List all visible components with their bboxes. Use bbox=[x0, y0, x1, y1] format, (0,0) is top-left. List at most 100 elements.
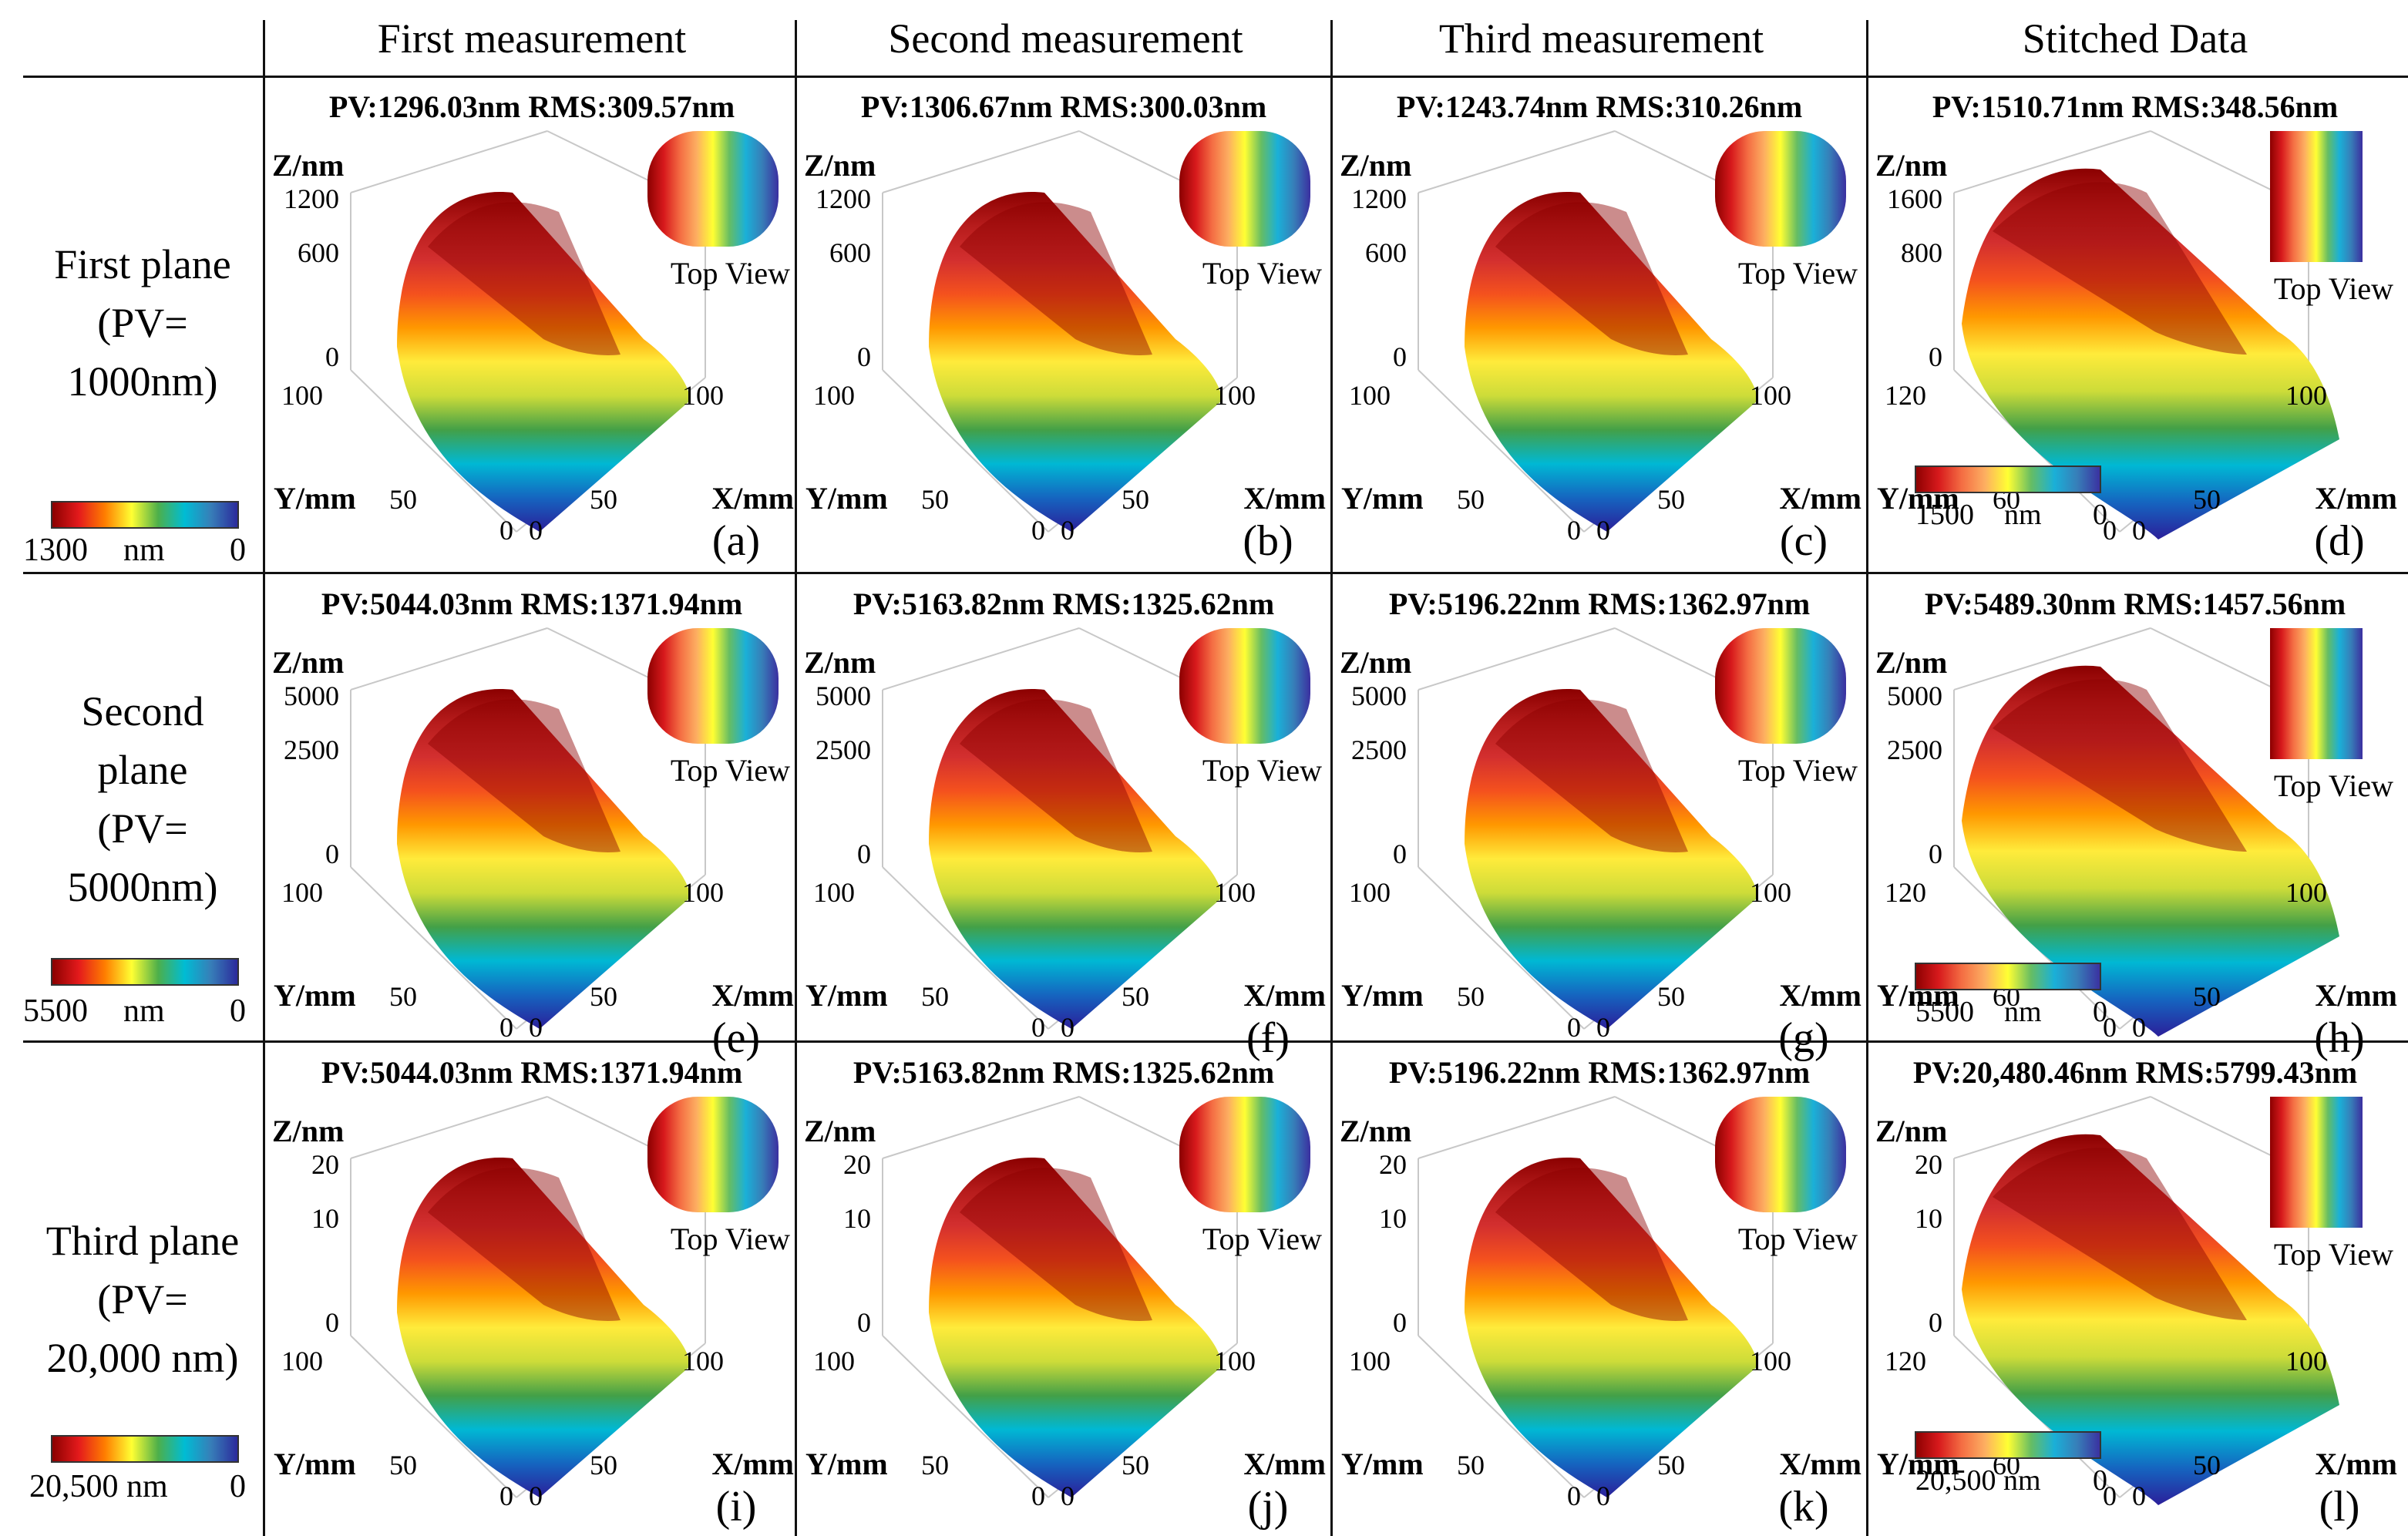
x-tick-label: 50 bbox=[590, 1450, 617, 1481]
x-axis-label: X/mm bbox=[1243, 978, 1326, 1013]
y-tick-label: 0 bbox=[1031, 515, 1045, 546]
x-tick-label: 100 bbox=[1750, 877, 1791, 908]
z-tick-label: 20 bbox=[1379, 1149, 1407, 1180]
stitched-colorbar-unit: nm bbox=[2004, 996, 2042, 1028]
panel-letter: (j) bbox=[1248, 1483, 1289, 1531]
panel-title: PV:1306.67nm RMS:300.03nm bbox=[861, 89, 1266, 124]
z-tick-label: 800 bbox=[1901, 237, 1942, 268]
surface-mesh bbox=[929, 689, 1222, 1029]
panel-title: PV:5163.82nm RMS:1325.62nm bbox=[853, 587, 1274, 621]
x-tick-label: 100 bbox=[682, 1346, 724, 1376]
x-axis-label: X/mm bbox=[1779, 1447, 1861, 1481]
surface-mesh bbox=[1962, 1134, 2339, 1505]
y-axis-label: Y/mm bbox=[1341, 481, 1424, 516]
panel-letter: (g) bbox=[1778, 1014, 1828, 1062]
y-tick-label: 120 bbox=[1885, 380, 1926, 411]
x-axis-label: X/mm bbox=[711, 978, 794, 1013]
z-tick-label: 20 bbox=[311, 1149, 339, 1180]
panel-title: PV:5163.82nm RMS:1325.62nm bbox=[853, 1055, 1274, 1090]
surface-ridge bbox=[1993, 679, 2247, 852]
top-view-label: Top View bbox=[2274, 271, 2393, 306]
z-tick-label: 0 bbox=[325, 1307, 339, 1338]
top-view-label: Top View bbox=[1738, 753, 1858, 788]
y-tick-label: 50 bbox=[921, 981, 949, 1012]
z-tick-label: 0 bbox=[857, 839, 871, 869]
z-tick-label: 0 bbox=[1393, 839, 1407, 869]
z-tick-label: 5000 bbox=[284, 681, 339, 711]
x-tick-label: 50 bbox=[590, 484, 617, 515]
y-tick-label: 100 bbox=[281, 877, 323, 908]
surface-panel: PV:1306.67nm RMS:300.03nm Z/nm 1200 600 0 Y/m… bbox=[798, 77, 1330, 570]
z-axis-label: Z/nm bbox=[272, 645, 344, 680]
x-axis-label: X/mm bbox=[711, 481, 794, 516]
x-axis-label: X/mm bbox=[1243, 481, 1326, 516]
surface-mesh bbox=[397, 192, 690, 532]
panel-title: PV:1243.74nm RMS:310.26nm bbox=[1397, 89, 1802, 124]
z-tick-label: 10 bbox=[843, 1203, 871, 1234]
x-axis-label: X/mm bbox=[2315, 978, 2397, 1013]
top-view-label: Top View bbox=[671, 753, 790, 788]
x-tick-label: 0 bbox=[1061, 1012, 1075, 1043]
y-axis-label: Y/mm bbox=[805, 481, 888, 516]
z-tick-label: 5000 bbox=[1887, 681, 1942, 711]
x-axis-label: X/mm bbox=[2315, 1447, 2397, 1481]
surface-panel: PV:5163.82nm RMS:1325.62nm Z/nm 20 10 0 Y/mm 1… bbox=[798, 1043, 1330, 1536]
row-label-second-plane: Second plane (PV= 5000nm) bbox=[67, 688, 218, 910]
z-tick-label: 1200 bbox=[1351, 183, 1407, 214]
y-axis-label: Y/mm bbox=[274, 978, 356, 1013]
top-view-label: Top View bbox=[671, 1222, 790, 1256]
z-tick-label: 1600 bbox=[1887, 183, 1942, 214]
stitched-colorbar-max: 1500 bbox=[1915, 499, 1974, 531]
surface-panel: PV:5196.22nm RMS:1362.97nm Z/nm 5000 2500 0 Y… bbox=[1333, 574, 1865, 1067]
surface-ridge bbox=[960, 699, 1152, 852]
surface-mesh bbox=[1962, 168, 2339, 539]
stitched-colorbar bbox=[1915, 466, 2101, 493]
x-tick-label: 100 bbox=[682, 380, 724, 411]
x-tick-label: 0 bbox=[1596, 515, 1610, 546]
surface-ridge bbox=[428, 202, 620, 355]
z-axis-label: Z/nm bbox=[1875, 148, 1947, 183]
z-tick-label: 0 bbox=[325, 341, 339, 372]
y-tick-label: 50 bbox=[1457, 981, 1485, 1012]
z-axis-label: Z/nm bbox=[804, 645, 876, 680]
top-view-label: Top View bbox=[1202, 256, 1322, 291]
top-view-inset bbox=[1715, 1097, 1846, 1212]
panel-title: PV:1510.71nm RMS:348.56nm bbox=[1932, 89, 2338, 124]
top-view-inset bbox=[647, 1097, 779, 1212]
surface-ridge bbox=[1495, 202, 1688, 355]
x-tick-label: 100 bbox=[1750, 380, 1791, 411]
z-tick-label: 5000 bbox=[816, 681, 871, 711]
top-view-inset bbox=[1715, 628, 1846, 744]
surface-mesh bbox=[1465, 192, 1757, 532]
z-axis-label: Z/nm bbox=[272, 148, 344, 183]
surface-ridge bbox=[1993, 1148, 2247, 1320]
top-view-label: Top View bbox=[671, 256, 790, 291]
x-tick-label: 50 bbox=[1122, 484, 1149, 515]
surface-ridge bbox=[1495, 1168, 1688, 1321]
z-axis-label: Z/nm bbox=[1875, 645, 1947, 680]
colorbar-row2 bbox=[51, 958, 239, 986]
panel-letter: (f) bbox=[1246, 1014, 1290, 1062]
top-view-label: Top View bbox=[1738, 1222, 1858, 1256]
y-tick-label: 0 bbox=[1031, 1481, 1045, 1511]
surface-mesh bbox=[1465, 689, 1757, 1029]
stitched-colorbar-max: 5500 bbox=[1915, 996, 1974, 1028]
y-tick-label: 100 bbox=[281, 380, 323, 411]
panel-letter: (k) bbox=[1778, 1483, 1828, 1531]
x-tick-label: 50 bbox=[1122, 1450, 1149, 1481]
surface-mesh bbox=[1465, 1158, 1757, 1497]
surface-panel: PV:1243.74nm RMS:310.26nm Z/nm 1200 600 0 Y/m… bbox=[1333, 77, 1865, 570]
panel-letter: (h) bbox=[2314, 1014, 2364, 1062]
surface-mesh bbox=[397, 689, 690, 1029]
panel-letter: (e) bbox=[712, 1014, 760, 1062]
z-axis-label: Z/nm bbox=[272, 1114, 344, 1148]
y-tick-label: 100 bbox=[813, 380, 855, 411]
top-view-inset bbox=[1179, 628, 1310, 744]
z-tick-label: 20 bbox=[1915, 1149, 1942, 1180]
y-tick-label: 100 bbox=[1349, 1346, 1391, 1376]
panel-title: PV:1296.03nm RMS:309.57nm bbox=[329, 89, 735, 124]
header-stitched-data: Stitched Data bbox=[2022, 15, 2248, 62]
colorbar-unit: nm bbox=[123, 533, 165, 568]
surface-panel: PV:1510.71nm RMS:348.56nm Z/nm 1600 800 0 Y/m… bbox=[1869, 77, 2401, 570]
colorbar-max: 1300 bbox=[23, 533, 88, 568]
